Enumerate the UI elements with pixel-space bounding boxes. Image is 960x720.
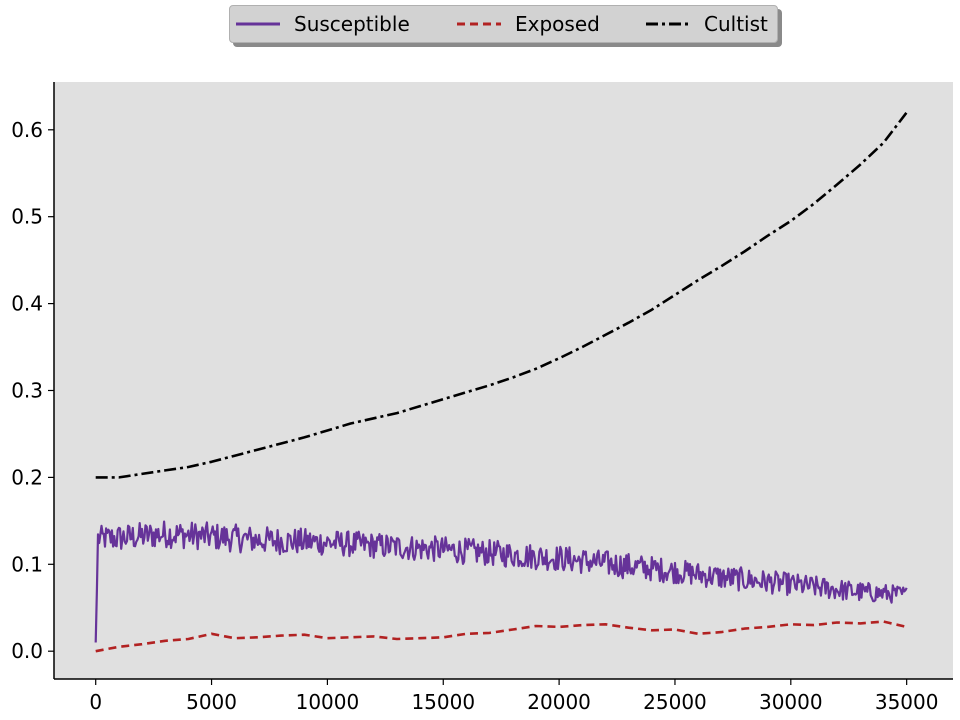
- x-tick-label: 25000: [643, 690, 707, 714]
- legend-swatch-cultist: [646, 21, 690, 27]
- legend-label-susceptible: Susceptible: [294, 12, 410, 36]
- legend-item-exposed: Exposed: [457, 6, 600, 42]
- legend-label-exposed: Exposed: [515, 12, 600, 36]
- y-tick-label: 0.6: [11, 118, 43, 142]
- x-tick-label: 5000: [186, 690, 237, 714]
- y-tick-label: 0.3: [11, 378, 43, 402]
- x-tick-label: 15000: [411, 690, 475, 714]
- y-tick-label: 0.5: [11, 205, 43, 229]
- x-tick-label: 30000: [759, 690, 823, 714]
- legend-item-cultist: Cultist: [646, 6, 768, 42]
- y-tick-label: 0.2: [11, 465, 43, 489]
- x-tick-label: 35000: [875, 690, 939, 714]
- legend-label-cultist: Cultist: [704, 12, 768, 36]
- x-tick-label: 20000: [527, 690, 591, 714]
- y-tick-label: 0.0: [11, 639, 43, 663]
- legend-swatch-exposed: [457, 21, 501, 27]
- y-tick-label: 0.1: [11, 552, 43, 576]
- series-line-cultist: [95, 111, 908, 479]
- series-line-exposed: [95, 620, 907, 653]
- legend-item-susceptible: Susceptible: [236, 6, 410, 42]
- y-tick-label: 0.4: [11, 292, 43, 316]
- x-tick-label: 10000: [296, 690, 360, 714]
- series-line-susceptible: [94, 520, 908, 643]
- x-tick-label: 0: [89, 690, 102, 714]
- legend: Susceptible Exposed Cultist: [229, 5, 778, 43]
- legend-swatch-susceptible: [236, 21, 280, 27]
